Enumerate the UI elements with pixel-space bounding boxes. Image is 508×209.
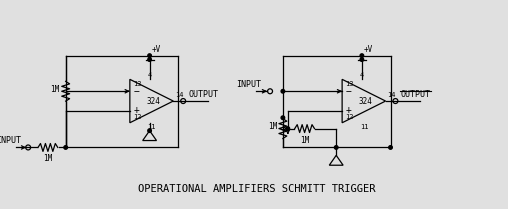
Text: −: − [134,87,140,97]
Circle shape [360,58,364,61]
Circle shape [360,54,364,57]
Text: INPUT: INPUT [237,80,262,89]
Text: +: + [134,105,140,115]
Text: 13: 13 [345,81,354,87]
Text: OUTPUT: OUTPUT [188,90,218,99]
Text: 1M: 1M [300,135,309,144]
Text: 12: 12 [345,114,354,120]
Text: 11: 11 [148,124,156,130]
Text: 14: 14 [175,92,184,98]
Circle shape [281,89,284,93]
Text: 1M: 1M [50,85,60,94]
Text: OUTPUT: OUTPUT [400,90,430,99]
Text: 4: 4 [148,72,152,78]
Text: OPERATIONAL AMPLIFIERS SCHMITT TRIGGER: OPERATIONAL AMPLIFIERS SCHMITT TRIGGER [139,184,376,194]
Text: +V: +V [151,45,161,54]
Circle shape [148,129,151,133]
Text: 12: 12 [133,114,141,120]
Text: 1M: 1M [268,122,277,131]
Text: 4: 4 [360,72,364,78]
Circle shape [389,146,392,149]
Text: INPUT: INPUT [0,136,21,145]
Circle shape [286,127,290,130]
Circle shape [148,54,151,57]
Text: +V: +V [364,45,373,54]
Text: +: + [346,105,352,115]
Text: 324: 324 [359,97,373,106]
Text: 14: 14 [388,92,396,98]
Text: −: − [346,87,352,97]
Circle shape [64,146,68,149]
Text: 11: 11 [360,124,368,130]
Text: 13: 13 [133,81,141,87]
Circle shape [281,116,284,120]
Text: 1M: 1M [43,154,52,163]
Circle shape [334,146,338,149]
Circle shape [148,58,151,61]
Text: 324: 324 [147,97,161,106]
